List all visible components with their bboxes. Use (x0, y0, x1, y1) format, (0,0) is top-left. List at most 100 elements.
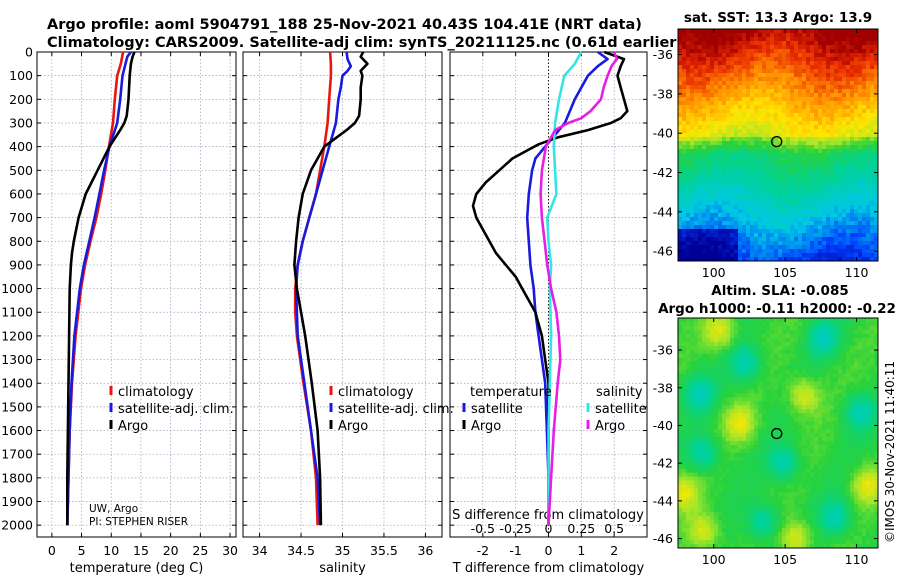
map-cell (702, 393, 707, 398)
map-cell (802, 109, 807, 114)
map-cell (694, 97, 699, 102)
map-cell (862, 133, 867, 138)
map-cell (838, 105, 843, 110)
map-cell (874, 77, 879, 82)
map-cell (698, 77, 703, 82)
map-cell (842, 213, 847, 218)
map-cell (686, 69, 691, 74)
map-cell (774, 137, 779, 142)
map-cell (834, 377, 839, 382)
map-cell (806, 209, 811, 214)
map-cell (754, 237, 759, 242)
map-cell (842, 197, 847, 202)
map-cell (838, 161, 843, 166)
map-cell (762, 33, 767, 38)
map-cell (830, 85, 835, 90)
map-cell (862, 81, 867, 86)
map-cell (838, 389, 843, 394)
map-cell (814, 109, 819, 114)
map-cell (738, 444, 743, 450)
map-cell (730, 249, 735, 254)
map-cell (746, 141, 751, 146)
y-tick-label: -38 (653, 86, 673, 101)
map-cell (686, 177, 691, 182)
map-cell (838, 153, 843, 158)
map-cell (702, 77, 707, 82)
map-cell (830, 433, 835, 438)
map-cell (786, 321, 791, 327)
map-cell (806, 61, 811, 66)
map-cell (798, 377, 803, 382)
map-cell (794, 61, 799, 66)
map-cell (738, 109, 743, 114)
map-cell (874, 129, 879, 134)
map-cell (686, 129, 691, 134)
map-cell (818, 373, 823, 378)
map-cell (802, 221, 807, 226)
map-cell (794, 149, 799, 154)
map-cell (818, 425, 823, 430)
map-cell (830, 365, 835, 370)
map-cell (794, 105, 799, 110)
map-cell (750, 161, 755, 166)
map-cell (750, 217, 755, 222)
map-cell (842, 113, 847, 118)
map-cell (806, 105, 811, 110)
map-cell (710, 245, 715, 250)
map-cell (782, 173, 787, 178)
map-cell (866, 153, 871, 158)
map-cell (750, 177, 755, 182)
map-cell (782, 221, 787, 226)
map-cell (742, 165, 747, 170)
map-cell (682, 149, 687, 154)
map-cell (762, 173, 767, 178)
map-cell (706, 137, 711, 142)
map-cell (714, 89, 719, 94)
map-cell (742, 45, 747, 50)
map-cell (810, 318, 815, 323)
map-cell (730, 333, 735, 339)
map-cell (678, 229, 683, 234)
map-cell (862, 448, 867, 454)
map-cell (766, 397, 771, 402)
map-cell (730, 57, 735, 62)
map-cell (822, 257, 827, 262)
map-cell (706, 409, 711, 414)
map-cell (814, 229, 819, 234)
map-cell (718, 45, 723, 50)
map-cell (706, 113, 711, 118)
map-cell (714, 65, 719, 70)
map-cell (850, 89, 855, 94)
map-cell (742, 109, 747, 114)
map-cell (870, 433, 875, 438)
map-cell (830, 109, 835, 114)
map-cell (734, 440, 739, 446)
map-cell (698, 217, 703, 222)
map-cell (710, 113, 715, 118)
map-cell (698, 440, 703, 446)
legend-label: Argo (595, 419, 625, 434)
map-cell (786, 165, 791, 170)
map-cell (806, 193, 811, 198)
map-cell (722, 241, 727, 246)
map-cell (706, 373, 711, 378)
map-cell (814, 97, 819, 102)
map-cell (718, 185, 723, 190)
map-cell (782, 257, 787, 262)
map-cell (754, 209, 759, 214)
map-cell (766, 318, 771, 323)
map-cell (866, 81, 871, 86)
map-cell (782, 452, 787, 458)
map-cell (786, 341, 791, 347)
map-cell (758, 321, 763, 327)
map-cell (846, 97, 851, 102)
map-cell (806, 452, 811, 458)
map-cell (754, 65, 759, 70)
map-cell (762, 129, 767, 134)
map-cell (774, 117, 779, 122)
map-cell (858, 393, 863, 398)
map-cell (774, 121, 779, 126)
map-cell (818, 65, 823, 70)
map-cell (746, 357, 751, 363)
